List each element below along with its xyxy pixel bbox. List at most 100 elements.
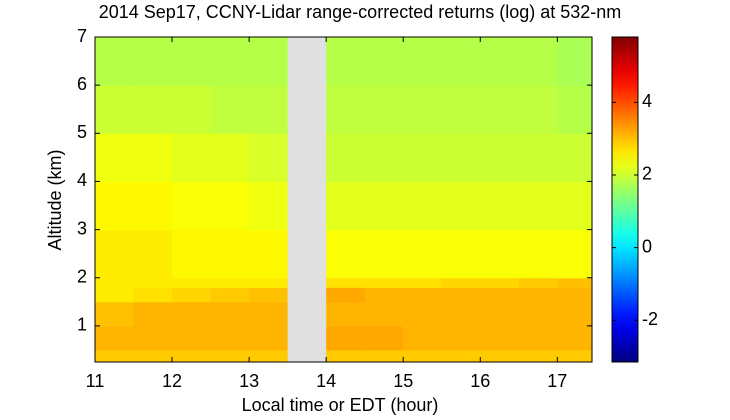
heatmap-cell — [210, 181, 250, 231]
heatmap-cell — [172, 287, 212, 303]
heatmap-cell — [403, 277, 443, 288]
heatmap-cell — [172, 229, 212, 279]
heatmap-cell — [403, 229, 443, 279]
heatmap-cell — [210, 287, 250, 303]
heatmap-cell — [403, 37, 443, 86]
heatmap-cell — [95, 349, 135, 363]
heatmap-cell — [95, 133, 135, 182]
colorbar-tick-label: -2 — [642, 309, 658, 329]
heatmap-cell — [326, 229, 366, 279]
heatmap-cell — [210, 85, 250, 134]
heatmap-cell — [95, 301, 135, 327]
heatmap-cell — [279, 301, 289, 327]
heatmap-cell — [403, 325, 443, 351]
heatmap-cell — [480, 85, 520, 134]
heatmap-cell — [441, 37, 481, 86]
heatmap-cell — [133, 37, 173, 86]
plot-frame — [94, 36, 593, 363]
heatmap-cell — [210, 229, 250, 279]
heatmap-cell — [441, 133, 481, 182]
heatmap-cell — [364, 325, 404, 351]
heatmap-cell — [210, 301, 250, 327]
colorbar-tick-label: 0 — [642, 236, 652, 256]
heatmap-cell — [279, 229, 289, 279]
heatmap-cell — [249, 37, 281, 86]
y-tick-label: 2 — [77, 266, 87, 286]
heatmap-cell — [403, 301, 443, 327]
heatmap-cell — [133, 277, 173, 288]
heatmap-cell — [210, 37, 250, 86]
x-tick-label: 13 — [239, 371, 259, 391]
heatmap-cell — [287, 229, 327, 279]
heatmap-cell — [172, 85, 212, 134]
heatmap-cell — [249, 181, 281, 231]
heatmap-cell — [279, 133, 289, 182]
heatmap-cell — [518, 181, 558, 231]
heatmap-cell — [480, 349, 520, 363]
heatmap-cell — [249, 325, 281, 351]
heatmap-cell — [172, 37, 212, 86]
heatmap-cell — [133, 301, 173, 327]
heatmap-cell — [364, 85, 404, 134]
heatmap-cell — [518, 37, 558, 86]
heatmap-cell — [279, 349, 289, 363]
heatmap-cell — [364, 181, 404, 231]
heatmap-cell — [249, 229, 281, 279]
heatmap-cell — [557, 349, 593, 363]
heatmap-cell — [364, 37, 404, 86]
heatmap-cell — [279, 85, 289, 134]
heatmap-cell — [172, 133, 212, 182]
heatmap-cell — [172, 181, 212, 231]
heatmap-cell — [95, 325, 135, 351]
y-tick-label: 7 — [77, 26, 87, 46]
heatmap-cell — [287, 301, 327, 327]
heatmap-cell — [326, 85, 366, 134]
chart-title: 2014 Sep17, CCNY-Lidar range-corrected r… — [99, 2, 622, 22]
heatmap-cell — [133, 133, 173, 182]
heatmap-cell — [210, 349, 250, 363]
heatmap-cell — [326, 301, 366, 327]
heatmap-cell — [326, 325, 366, 351]
heatmap-cell — [557, 133, 593, 182]
heatmap-cell — [518, 287, 558, 303]
heatmap-cell — [172, 277, 212, 288]
heatmap-cell — [95, 287, 135, 303]
heatmap-cell — [480, 301, 520, 327]
heatmap-cell — [364, 349, 404, 363]
heatmap-cell — [557, 37, 593, 86]
heatmap-cell — [326, 181, 366, 231]
x-tick-label: 12 — [162, 371, 182, 391]
heatmap-cell — [210, 277, 250, 288]
heatmap-cell — [287, 37, 327, 86]
heatmap-cell — [364, 133, 404, 182]
heatmap-cell — [480, 277, 520, 288]
x-tick-label: 15 — [393, 371, 413, 391]
heatmap-cell — [279, 277, 289, 288]
heatmap-cell — [557, 287, 593, 303]
heatmap-cell — [95, 277, 135, 288]
heatmap-cell — [518, 277, 558, 288]
heatmap-cell — [172, 301, 212, 327]
heatmap-cell — [279, 37, 289, 86]
heatmap-cell — [249, 349, 281, 363]
heatmap-cell — [518, 349, 558, 363]
heatmap-cell — [287, 277, 327, 288]
heatmap-cell — [480, 325, 520, 351]
heatmap-cell — [364, 301, 404, 327]
heatmap-cell — [279, 181, 289, 231]
x-tick-label: 11 — [86, 371, 105, 391]
heatmap-cell — [133, 287, 173, 303]
heatmap-cell — [249, 85, 281, 134]
heatmap-cell — [133, 229, 173, 279]
heatmap-cell — [279, 287, 289, 303]
heatmap-cell — [249, 301, 281, 327]
heatmap-cell — [557, 277, 593, 288]
heatmap-cell — [287, 349, 327, 363]
heatmap-cell — [518, 325, 558, 351]
heatmap-cell — [557, 301, 593, 327]
y-tick-label: 6 — [77, 74, 87, 94]
heatmap-cell — [249, 277, 281, 288]
heatmap-cell — [441, 229, 481, 279]
heatmap-cell — [518, 85, 558, 134]
